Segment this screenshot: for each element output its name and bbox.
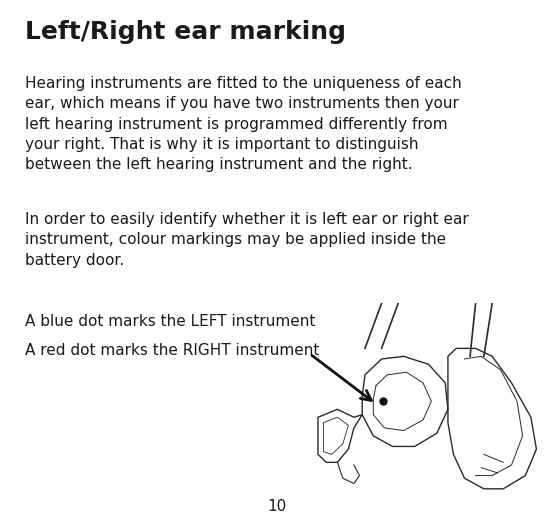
Text: A red dot marks the RIGHT instrument: A red dot marks the RIGHT instrument (25, 343, 319, 358)
Text: In order to easily identify whether it is left ear or right ear
instrument, colo: In order to easily identify whether it i… (25, 212, 468, 268)
Text: 10: 10 (267, 498, 286, 514)
Text: A blue dot marks the LEFT instrument: A blue dot marks the LEFT instrument (25, 314, 315, 329)
Text: Left/Right ear marking: Left/Right ear marking (25, 20, 346, 44)
Text: Hearing instruments are fitted to the uniqueness of each
ear, which means if you: Hearing instruments are fitted to the un… (25, 76, 462, 173)
